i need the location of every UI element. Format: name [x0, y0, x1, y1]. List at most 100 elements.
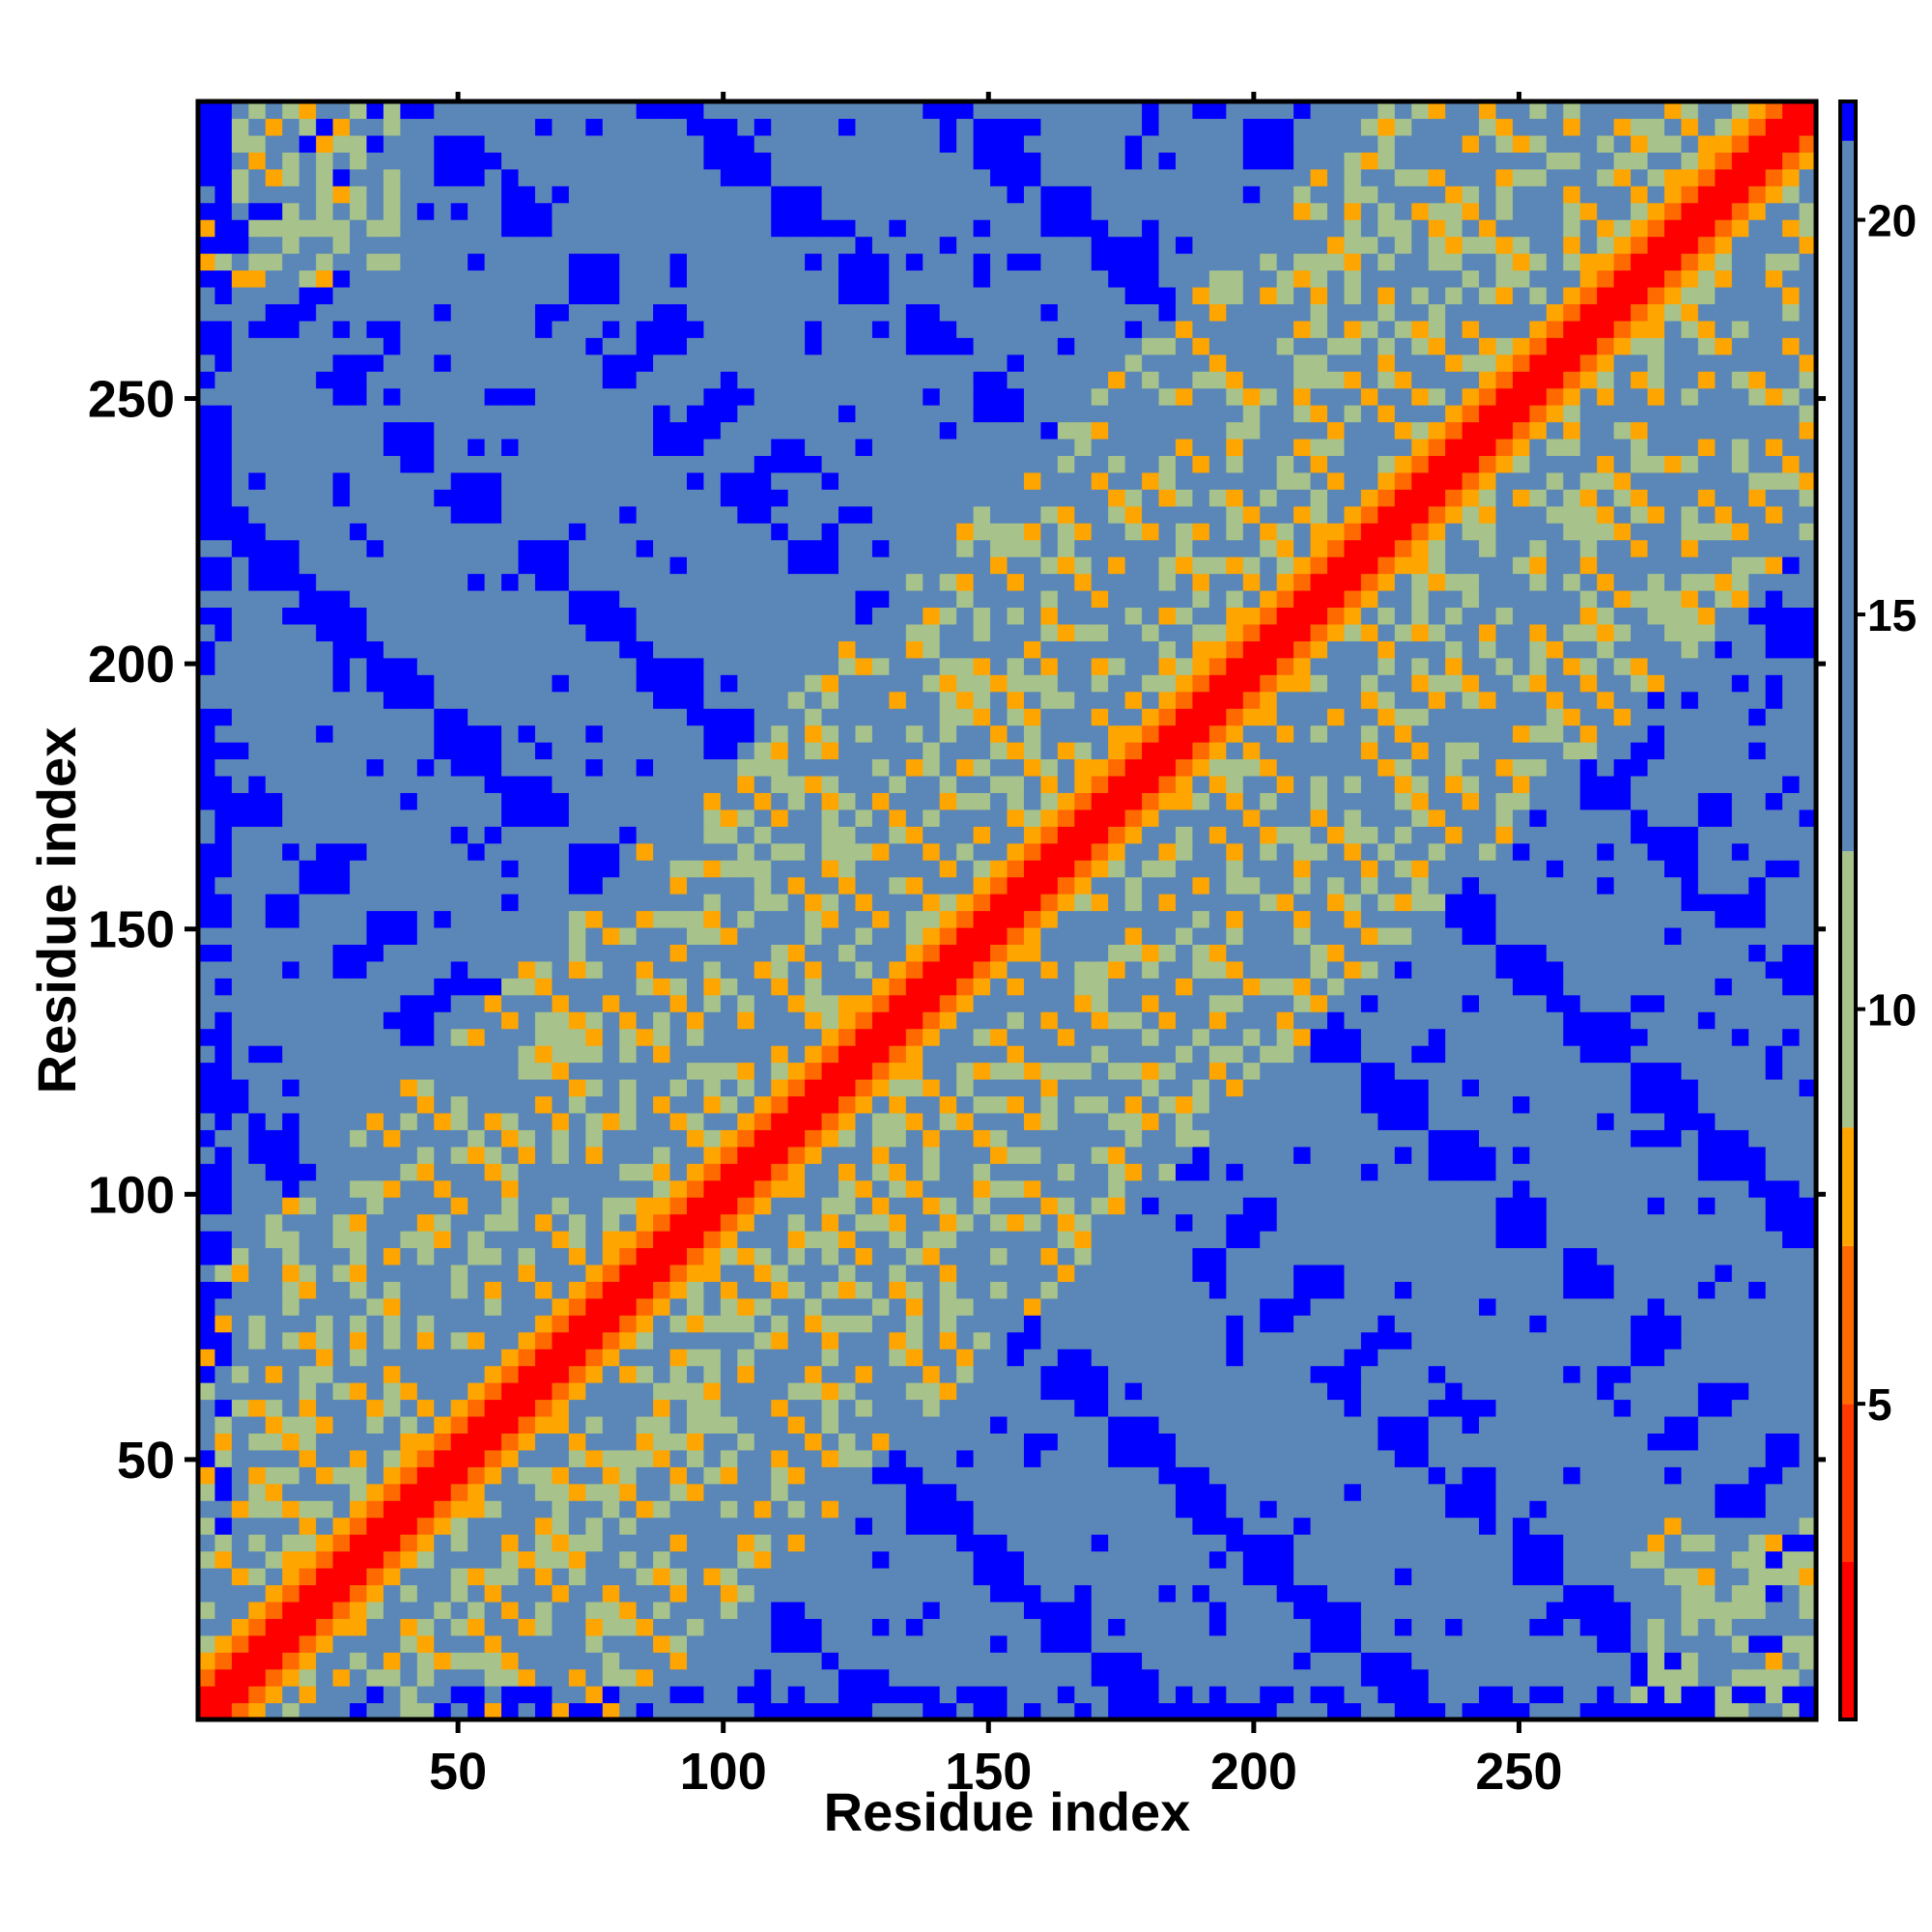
heatmap-cell	[821, 1028, 839, 1046]
heatmap-cell	[400, 876, 418, 895]
heatmap-cell	[1663, 1365, 1683, 1383]
heatmap-cell	[1512, 1550, 1530, 1569]
heatmap-cell	[1192, 894, 1210, 912]
heatmap-cell	[1360, 1297, 1378, 1316]
heatmap-cell	[703, 1567, 722, 1586]
heatmap-cell	[366, 1349, 384, 1367]
heatmap-cell	[231, 1264, 249, 1282]
heatmap-cell	[585, 1517, 604, 1535]
heatmap-cell	[1394, 1399, 1412, 1417]
heatmap-cell	[1074, 1399, 1093, 1417]
heatmap-cell	[231, 960, 249, 979]
heatmap-cell	[889, 1500, 907, 1519]
heatmap-cell	[889, 1618, 907, 1636]
heatmap-cell	[1748, 1500, 1767, 1519]
heatmap-cell	[1091, 1179, 1109, 1198]
heatmap-cell	[619, 1129, 638, 1148]
heatmap-cell	[366, 1466, 384, 1485]
heatmap-cell	[1360, 1163, 1378, 1181]
heatmap-cell	[1023, 1264, 1041, 1282]
heatmap-cell	[298, 1449, 317, 1467]
heatmap-cell	[703, 1702, 722, 1720]
heatmap-cell	[298, 1668, 317, 1687]
heatmap-cell	[1344, 842, 1362, 861]
heatmap-cell	[703, 1112, 722, 1130]
heatmap-cell	[1563, 1028, 1581, 1046]
heatmap-cell	[552, 1264, 570, 1282]
heatmap-cell	[1124, 1331, 1143, 1350]
heatmap-cell	[1697, 1197, 1716, 1215]
heatmap-cell	[619, 860, 638, 878]
heatmap-cell	[1748, 1281, 1767, 1299]
heatmap-cell	[484, 1045, 502, 1064]
heatmap-cell	[737, 1449, 755, 1467]
heatmap-cell	[501, 1197, 520, 1215]
heatmap-cell	[231, 1550, 249, 1569]
heatmap-cell	[1124, 978, 1143, 996]
heatmap-cell	[956, 1517, 975, 1535]
heatmap-cell	[1579, 1382, 1598, 1401]
heatmap-cell	[720, 1534, 738, 1552]
heatmap-cell	[753, 1466, 772, 1485]
heatmap-cell	[1310, 1500, 1328, 1519]
heatmap-cell	[1411, 1399, 1430, 1417]
heatmap-cell	[214, 1534, 233, 1552]
heatmap-cell	[366, 1062, 384, 1080]
heatmap-cell	[468, 876, 486, 895]
heatmap-cell	[552, 1315, 570, 1333]
heatmap-cell	[1647, 1449, 1665, 1467]
heatmap-cell	[518, 1686, 536, 1704]
heatmap-cell	[973, 1011, 991, 1030]
heatmap-cell	[316, 1686, 334, 1704]
heatmap-cell	[669, 1213, 688, 1232]
heatmap-cell	[1394, 860, 1412, 878]
heatmap-cell	[855, 1078, 873, 1097]
heatmap-cell	[1040, 1095, 1059, 1114]
heatmap-cell	[737, 1500, 755, 1519]
heatmap-cell	[1175, 1601, 1194, 1619]
heatmap-cell	[771, 860, 789, 878]
heatmap-cell	[1495, 1584, 1514, 1603]
heatmap-cell	[1597, 1197, 1615, 1215]
heatmap-cell	[1360, 978, 1378, 996]
heatmap-cell	[468, 910, 486, 928]
heatmap-cell	[534, 1415, 554, 1434]
heatmap-cell	[568, 1045, 586, 1064]
heatmap-cell	[939, 1618, 957, 1636]
heatmap-cell	[1124, 1146, 1143, 1164]
heatmap-cell	[1276, 1567, 1294, 1586]
heatmap-cell	[1007, 1129, 1025, 1148]
heatmap-cell	[1142, 1382, 1160, 1401]
heatmap-cell	[905, 1618, 923, 1636]
heatmap-cell	[923, 1601, 941, 1619]
heatmap-cell	[1411, 1365, 1430, 1383]
heatmap-cell	[1007, 1045, 1025, 1064]
heatmap-cell	[1579, 1466, 1598, 1485]
heatmap-cell	[771, 1668, 789, 1687]
heatmap-cell	[316, 1315, 334, 1333]
heatmap-cell	[350, 1382, 368, 1401]
heatmap-cell	[686, 1281, 705, 1299]
heatmap-cell	[973, 842, 991, 861]
heatmap-cell	[568, 1584, 586, 1603]
heatmap-cell	[383, 1247, 401, 1265]
heatmap-cell	[939, 960, 957, 979]
heatmap-cell	[821, 1382, 839, 1401]
heatmap-cell	[1748, 1668, 1767, 1687]
heatmap-cell	[1462, 1449, 1480, 1467]
heatmap-cell	[805, 1297, 823, 1316]
heatmap-cell	[1663, 1618, 1683, 1636]
heatmap-cell	[653, 1045, 671, 1064]
heatmap-cell	[871, 1567, 890, 1586]
heatmap-cell	[434, 978, 452, 996]
heatmap-cell	[1529, 1634, 1548, 1653]
heatmap-cell	[1462, 1179, 1480, 1198]
heatmap-cell	[1512, 1315, 1530, 1333]
heatmap-cell	[1613, 1483, 1632, 1501]
heatmap-cell	[1394, 1584, 1412, 1603]
heatmap-cell	[619, 1331, 638, 1350]
heatmap-cell	[720, 1011, 738, 1030]
heatmap-cell	[1445, 1567, 1463, 1586]
heatmap-cell	[198, 978, 216, 996]
heatmap-cell	[518, 1517, 536, 1535]
